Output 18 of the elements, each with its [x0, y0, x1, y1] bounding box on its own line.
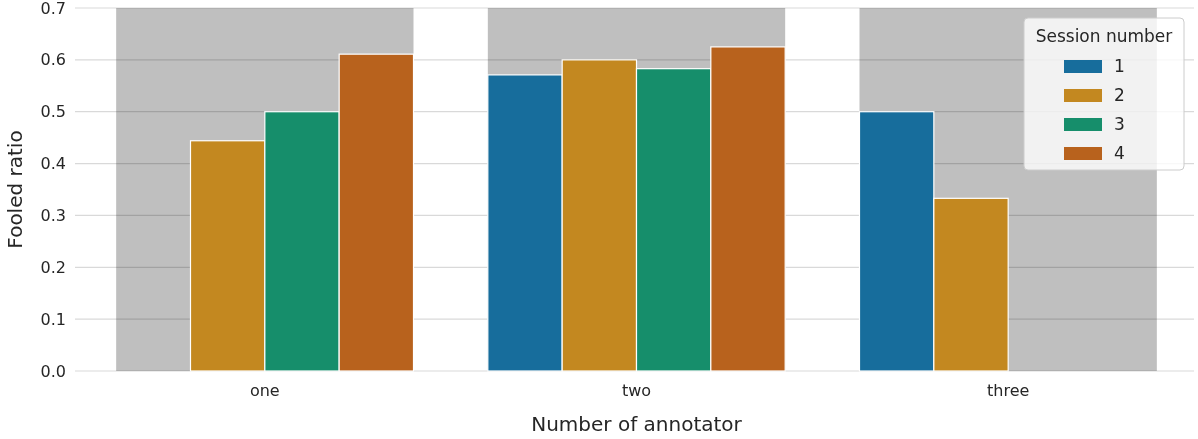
y-tick-label: 0.6: [40, 50, 66, 70]
x-tick-label: one: [249, 381, 280, 401]
legend-label: 3: [1114, 114, 1125, 134]
legend-label: 2: [1114, 85, 1125, 105]
x-axis-title: Number of annotator: [531, 412, 743, 436]
y-tick-label: 0.3: [40, 206, 66, 226]
y-tick-label: 0.2: [40, 257, 66, 277]
y-tick-label: 0.4: [40, 154, 66, 174]
y-tick-label: 0.5: [40, 102, 66, 122]
y-tick-label: 0.7: [40, 0, 66, 18]
y-tick-label: 0.0: [40, 361, 66, 381]
y-axis-title: Fooled ratio: [3, 130, 27, 249]
legend-title: Session number: [1035, 26, 1173, 46]
legend-label: 1: [1114, 56, 1125, 76]
x-tick-label: two: [621, 381, 652, 401]
x-tick-label: three: [987, 381, 1030, 401]
y-tick-label: 0.1: [40, 309, 66, 329]
legend-label: 4: [1114, 143, 1125, 163]
